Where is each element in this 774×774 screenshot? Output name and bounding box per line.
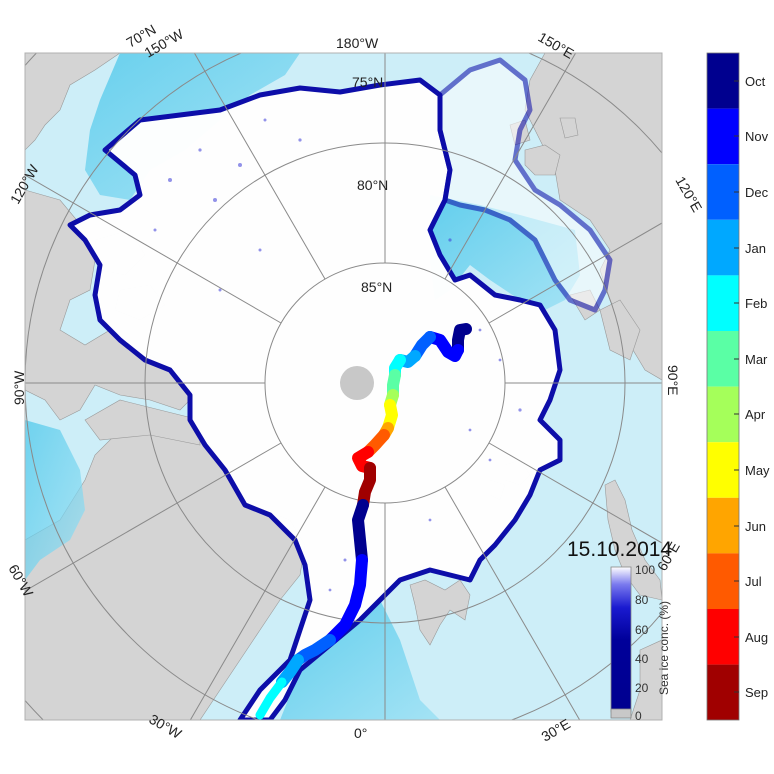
pole-hole [340,366,374,400]
month-label-may: May [745,463,770,478]
month-swatch-sep [707,664,739,720]
month-swatch-feb [707,275,739,331]
track-sep [357,462,376,511]
month-swatch-mar [707,331,739,387]
month-swatch-may [707,442,739,498]
lat-label-85: 85°N [361,279,392,295]
month-label-aug: Aug [745,630,768,645]
month-label-mar: Mar [745,352,768,367]
ice-tick-20: 20 [635,681,649,695]
track-feb-2 [255,677,287,720]
lon-label-180w: 180°W [336,35,379,51]
map-frame [24,52,663,721]
month-label-oct: Oct [745,74,766,89]
lon-label-0: 0° [354,725,367,741]
lon-label-90w: 90°W [11,370,27,405]
track-nov-1 [424,331,464,362]
month-label-sep: Sep [745,685,768,700]
month-label-dec: Dec [745,185,769,200]
ice-tick-80: 80 [635,593,649,607]
lon-label-90e: 90°E [665,365,681,396]
month-swatch-jan [707,219,739,276]
month-swatch-oct [707,53,739,109]
lon-label-120e: 120°E [672,174,705,215]
month-swatch-aug [707,609,739,665]
month-swatch-nov [707,108,739,165]
month-label-jan: Jan [745,241,766,256]
ice-tick-60: 60 [635,623,649,637]
lat-label-75: 75°N [352,74,383,90]
month-label-feb: Feb [745,296,767,311]
ice-colorbar-land [610,708,632,719]
month-label-nov: Nov [745,129,769,144]
lat-label-80: 80°N [357,177,388,193]
ice-concentration-colorbar: 0 20 40 60 80 100 Sea ice conc. (%) [610,563,671,723]
month-swatch-dec [707,164,739,220]
ice-tick-40: 40 [635,652,649,666]
month-label-jun: Jun [745,519,766,534]
drift-track [255,323,472,720]
month-label-jul: Jul [745,574,762,589]
date-label: 15.10.2014 [567,538,672,561]
ice-tick-0: 0 [635,709,642,723]
track-oct-2 [352,499,369,566]
month-swatch-jun [707,497,739,554]
ice-colorbar-title: Sea ice conc. (%) [657,601,671,695]
ice-tick-100: 100 [635,563,655,577]
month-swatch-jul [707,553,739,609]
month-label-apr: Apr [745,407,766,422]
month-colorbar: Oct Nov Dec Jan Feb Mar Apr May Jun Jul … [706,52,770,721]
ice-colorbar-gradient [610,566,632,713]
track-nov-2 [324,554,368,646]
month-swatch-apr [707,386,739,443]
